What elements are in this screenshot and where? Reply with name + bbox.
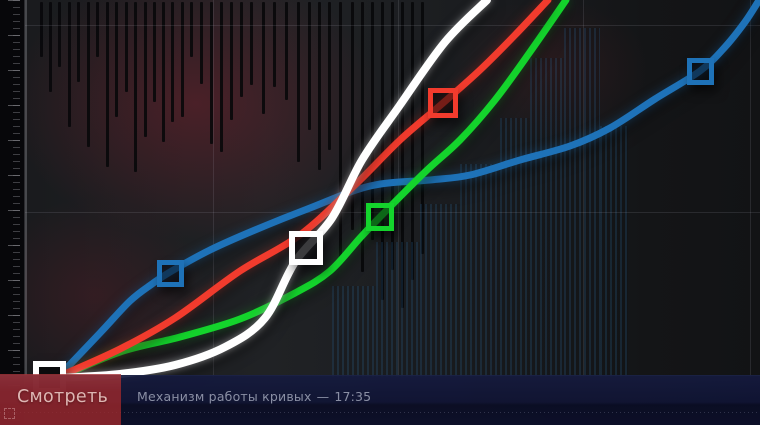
left-ruler xyxy=(0,0,25,425)
grid-line-vertical xyxy=(25,0,27,377)
curve-point-marker xyxy=(156,259,184,287)
video-caption: Механизм работы кривых — 17:35 xyxy=(137,389,371,404)
caption-timestamp: 17:35 xyxy=(334,389,372,404)
red-histogram-glow-right xyxy=(430,5,670,165)
grid-line-vertical xyxy=(583,0,584,377)
watch-button[interactable]: Смотреть xyxy=(0,374,121,425)
curve-point-marker xyxy=(366,203,394,231)
grid-line-horizontal xyxy=(25,25,760,26)
marching-ants-line xyxy=(0,412,760,413)
curve-point-marker xyxy=(289,231,323,265)
watch-button-label: Смотреть xyxy=(17,387,109,407)
grid-line-vertical xyxy=(750,0,751,377)
caption-dash: — xyxy=(316,389,330,404)
curve-point-marker xyxy=(686,57,714,85)
caption-title: Механизм работы кривых xyxy=(137,389,312,404)
grid-line-vertical xyxy=(398,0,399,377)
curve-green xyxy=(56,0,570,381)
grid-line-vertical xyxy=(213,0,214,377)
caption-bar: Механизм работы кривых — 17:35 xyxy=(0,375,760,425)
curve-point-marker xyxy=(428,88,458,118)
